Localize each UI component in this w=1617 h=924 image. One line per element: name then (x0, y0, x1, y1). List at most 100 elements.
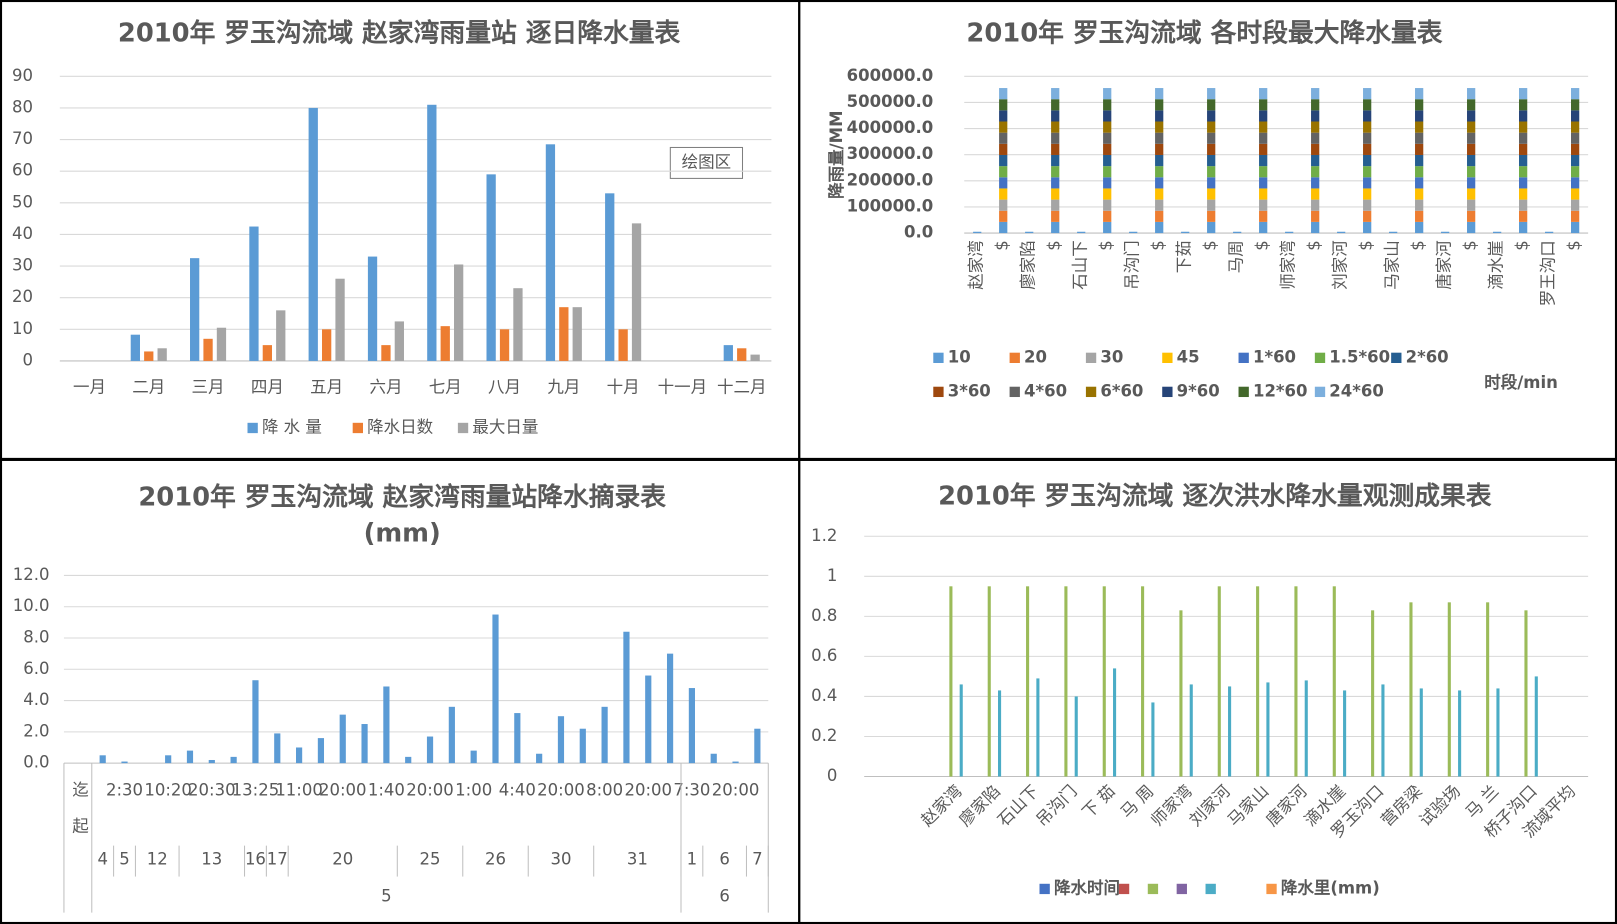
bar-segment (1363, 221, 1372, 234)
x-tick-label: 十二月 (717, 377, 767, 396)
bar-segment (1363, 166, 1372, 178)
bar-segment (1415, 188, 1424, 200)
bar (383, 686, 390, 764)
x-tick-label: 下茹 (1175, 240, 1194, 273)
bar (252, 680, 259, 764)
x-tick-label: 赵家湾 (967, 240, 986, 290)
bar-segment (1259, 199, 1268, 211)
day-label: 7 (752, 850, 763, 869)
legend-swatch (1039, 883, 1050, 895)
bar-segment (1155, 177, 1164, 189)
legend-swatch (247, 422, 258, 434)
chart-title: 2010年 罗玉沟流域 赵家湾雨量站 逐日降水量表 (118, 18, 681, 49)
bar (208, 759, 215, 764)
y-tick-label: 50 (12, 192, 33, 211)
y-tick-label: 0.6 (811, 646, 837, 665)
bar-segment (1311, 88, 1320, 100)
bar (754, 728, 761, 764)
day-label: 6 (719, 850, 730, 869)
y-tick-label: 100000.0 (847, 196, 934, 215)
bar-segment (1103, 143, 1112, 155)
panel (798, 458, 1617, 924)
bar-segment (1467, 166, 1476, 178)
annotation-box (669, 146, 744, 179)
bar-segment (1259, 143, 1268, 155)
bar-segment (1103, 110, 1112, 122)
bar (308, 107, 318, 361)
bar-segment (1311, 132, 1320, 144)
bar-segment (999, 88, 1008, 100)
bar-segment (1051, 154, 1060, 167)
bar-segment (1519, 166, 1528, 178)
bar-segment (1311, 121, 1320, 133)
legend-swatch (1205, 883, 1216, 895)
bar-segment (1181, 231, 1190, 234)
bar-segment (999, 143, 1008, 155)
day-label: 26 (485, 850, 506, 869)
bar (157, 348, 167, 361)
x-tick-label: 马家山 (1383, 240, 1402, 290)
bar-segment (999, 132, 1008, 144)
bar (1102, 586, 1106, 777)
bar (427, 104, 437, 361)
bar-segment (1259, 99, 1268, 111)
bar-segment (1363, 143, 1372, 155)
legend-swatch (933, 386, 944, 398)
bar-segment (1519, 199, 1528, 211)
x-tick-label: 2:30 (106, 780, 143, 799)
day-label: 25 (420, 850, 441, 869)
bar (448, 706, 455, 764)
x-tick-label: 石山下 (1071, 240, 1090, 290)
chart-title: 2010年 罗玉沟流域 赵家湾雨量站降水摘录表 (138, 482, 666, 513)
bar-segment (1363, 99, 1372, 111)
x-tick-label: $ (1097, 240, 1116, 250)
bar-segment (1571, 188, 1580, 200)
bar (1371, 610, 1375, 777)
bar-segment (999, 199, 1008, 211)
bar-segment (1363, 88, 1372, 100)
bar-segment (1363, 132, 1372, 144)
month-label: 5 (381, 887, 392, 906)
bar (1419, 688, 1423, 777)
bar-segment (1415, 121, 1424, 133)
bar-segment (1155, 188, 1164, 200)
x-tick-label: 七月 (429, 377, 462, 396)
bar (710, 753, 717, 764)
y-tick-label: 0.2 (811, 726, 837, 745)
x-tick-label: $ (1201, 240, 1220, 250)
x-tick-label: 刘家河 (1186, 781, 1234, 829)
bar-segment (1207, 110, 1216, 122)
bar-segment (1415, 221, 1424, 234)
bar-segment (1519, 188, 1528, 200)
legend-label: 24*60 (1329, 381, 1384, 400)
bar (1266, 682, 1270, 777)
bar-segment (1571, 132, 1580, 144)
y-tick-label: 40 (12, 224, 33, 243)
x-tick-label: 八月 (488, 377, 521, 396)
day-label: 20 (332, 850, 353, 869)
bar-segment (1207, 177, 1216, 189)
legend-swatch (1238, 386, 1249, 398)
bar-segment (1415, 99, 1424, 111)
bar (1217, 586, 1221, 777)
bar-segment (1155, 199, 1164, 211)
y-tick-label: 300000.0 (847, 144, 934, 163)
bar (249, 226, 259, 361)
day-label: 13 (201, 850, 222, 869)
y-tick-label: 60 (12, 161, 33, 180)
bar-segment (1363, 199, 1372, 211)
bar-segment (999, 210, 1008, 222)
bar-segment (1259, 188, 1268, 200)
y-tick-label: 0.0 (23, 753, 49, 772)
bar (545, 144, 556, 361)
x-tick-label: 马家山 (1224, 781, 1272, 829)
x-tick-label: 廖家陷 (1019, 240, 1038, 290)
bar-segment (1571, 154, 1580, 167)
y-tick-label: 70 (12, 129, 33, 148)
bar (579, 728, 586, 764)
x-tick-label: 二月 (132, 377, 165, 396)
bar (262, 345, 272, 361)
bar-segment (999, 166, 1008, 178)
bar-segment (1051, 199, 1060, 211)
bar (470, 750, 477, 764)
